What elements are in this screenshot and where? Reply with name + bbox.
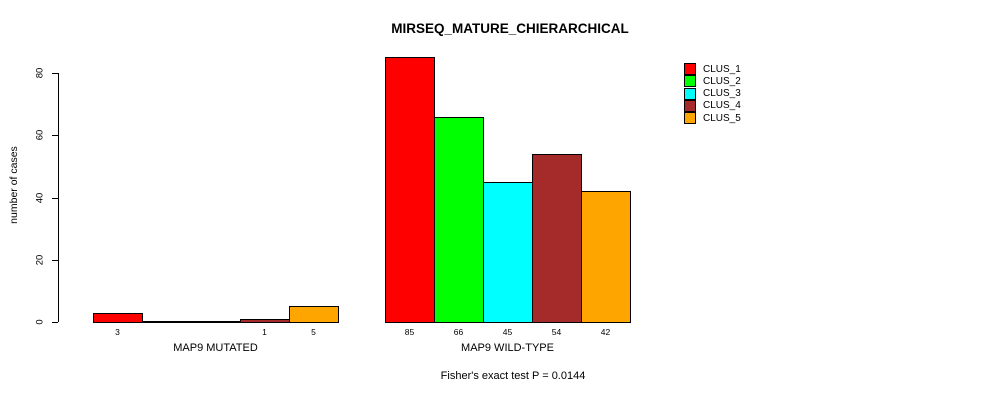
legend-item-clus_4: CLUS_4 — [684, 99, 741, 112]
legend-swatch-icon — [684, 87, 696, 100]
y-axis-tick-label: 80 — [34, 67, 46, 79]
bar-clus_3-map9-wild-type — [483, 182, 533, 323]
group-label-map9-wild-type: MAP9 WILD-TYPE — [461, 342, 554, 354]
y-axis-tick-label: 20 — [34, 254, 46, 266]
chart-title: MIRSEQ_MATURE_CHIERARCHICAL — [391, 21, 629, 36]
bar-clus_5-map9-mutated — [289, 306, 339, 323]
legend-swatch-icon — [684, 63, 696, 75]
y-axis-line — [58, 73, 59, 322]
legend-label: CLUS_5 — [703, 112, 741, 124]
bar-value-label: 85 — [404, 327, 415, 337]
bar-value-label: 1 — [262, 327, 267, 337]
legend-item-clus_3: CLUS_3 — [684, 87, 741, 100]
legend-item-clus_5: CLUS_5 — [684, 112, 741, 125]
bar-value-label: 54 — [551, 327, 562, 337]
legend-item-clus_2: CLUS_2 — [684, 75, 741, 88]
y-axis-tick — [52, 198, 58, 199]
legend-label: CLUS_2 — [703, 75, 741, 87]
bar-clus_4-map9-mutated — [240, 319, 290, 323]
legend-swatch-icon — [684, 112, 696, 125]
y-axis-tick — [52, 260, 58, 261]
y-axis-tick — [52, 135, 58, 136]
legend-swatch-icon — [684, 99, 696, 112]
bar-clus_4-map9-wild-type — [532, 154, 582, 323]
bar-clus_1-map9-mutated — [93, 313, 143, 323]
bar-clus_2-map9-wild-type — [434, 117, 484, 323]
y-axis-tick-label: 40 — [34, 192, 46, 204]
bar-value-label: 45 — [502, 327, 513, 337]
bar-clus_5-map9-wild-type — [581, 191, 631, 323]
legend-swatch-icon — [684, 75, 696, 88]
bar-clus_3-map9-mutated — [191, 321, 241, 323]
y-axis-tick — [52, 322, 58, 323]
bar-value-label: 42 — [600, 327, 611, 337]
legend-label: CLUS_3 — [703, 88, 741, 100]
y-axis-tick-label: 0 — [34, 319, 46, 325]
bar-clus_1-map9-wild-type — [385, 57, 435, 323]
group-label-map9-mutated: MAP9 MUTATED — [173, 342, 258, 354]
y-axis-tick — [52, 73, 58, 74]
y-axis-title: number of cases — [8, 146, 20, 224]
bar-clus_2-map9-mutated — [142, 321, 192, 323]
bar-value-label: 3 — [115, 327, 120, 337]
legend-label: CLUS_1 — [703, 63, 741, 75]
bar-value-label: 5 — [311, 327, 316, 337]
legend-label: CLUS_4 — [703, 100, 741, 112]
bar-value-label: 66 — [453, 327, 464, 337]
fisher-test-annotation: Fisher's exact test P = 0.0144 — [440, 370, 586, 382]
legend-item-clus_1: CLUS_1 — [684, 63, 741, 75]
y-axis-tick-label: 60 — [34, 129, 46, 141]
